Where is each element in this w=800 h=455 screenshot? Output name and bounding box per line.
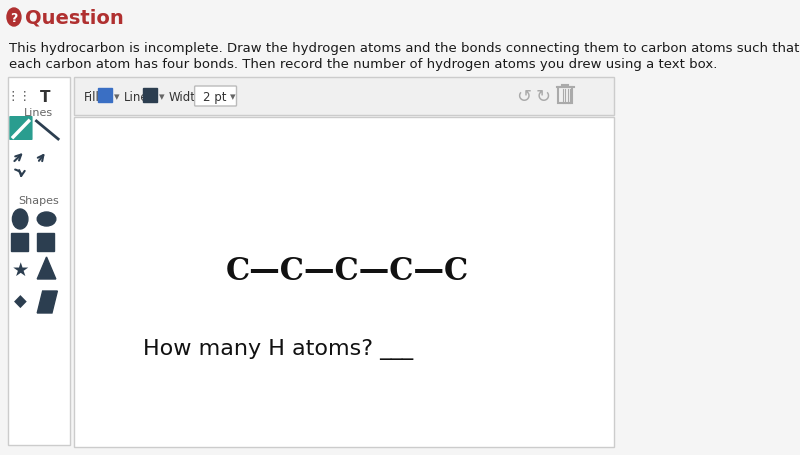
Bar — [11, 233, 28, 252]
Text: Lines: Lines — [24, 108, 54, 118]
FancyBboxPatch shape — [194, 87, 237, 107]
Polygon shape — [38, 291, 58, 313]
Bar — [38, 233, 54, 252]
Text: T: T — [40, 90, 50, 105]
Ellipse shape — [38, 212, 56, 227]
Text: ⋮⋮: ⋮⋮ — [7, 90, 32, 103]
Text: ▾: ▾ — [159, 92, 165, 102]
FancyBboxPatch shape — [8, 78, 70, 445]
Text: 2 pt: 2 pt — [203, 90, 226, 103]
Circle shape — [7, 9, 21, 27]
Text: ?: ? — [10, 12, 18, 25]
Text: Fill:: Fill: — [84, 90, 104, 103]
Circle shape — [13, 210, 28, 229]
Text: ▾: ▾ — [114, 92, 120, 102]
FancyBboxPatch shape — [74, 118, 614, 447]
Text: How many H atoms? ___: How many H atoms? ___ — [142, 339, 413, 360]
Text: C—C—C—C—C: C—C—C—C—C — [226, 256, 469, 287]
Bar — [98, 89, 113, 103]
Text: Width:: Width: — [169, 90, 207, 103]
Polygon shape — [38, 258, 56, 279]
Bar — [143, 89, 158, 103]
Text: ▾: ▾ — [230, 92, 236, 102]
Text: This hydrocarbon is incomplete. Draw the hydrogen atoms and the bonds connecting: This hydrocarbon is incomplete. Draw the… — [10, 42, 800, 55]
Text: ★: ★ — [11, 260, 29, 279]
Text: each carbon atom has four bonds. Then record the number of hydrogen atoms you dr: each carbon atom has four bonds. Then re… — [10, 58, 718, 71]
Text: ◆: ◆ — [14, 293, 26, 310]
FancyBboxPatch shape — [74, 78, 614, 116]
Text: ↻: ↻ — [535, 88, 550, 106]
Text: Question: Question — [25, 9, 123, 27]
Text: ↺: ↺ — [516, 88, 531, 106]
FancyBboxPatch shape — [10, 117, 33, 141]
Text: Shapes: Shapes — [18, 196, 59, 206]
Text: Line:: Line: — [124, 90, 153, 103]
Bar — [558, 88, 572, 104]
